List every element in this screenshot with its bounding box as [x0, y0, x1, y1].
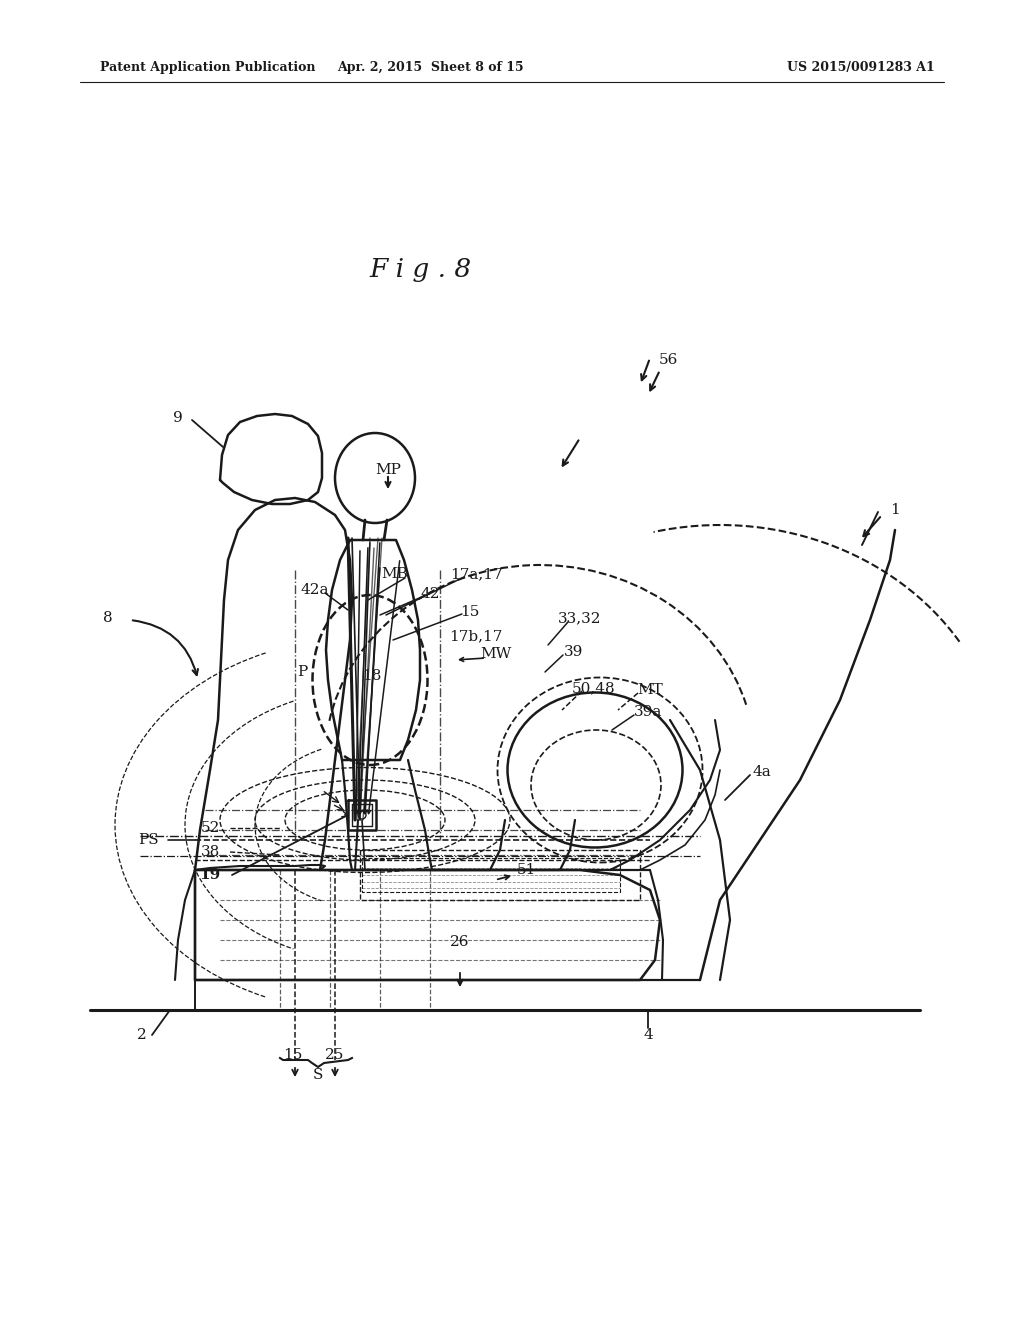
Text: S: S	[312, 1068, 324, 1082]
Text: 15: 15	[461, 605, 479, 619]
Text: 18: 18	[362, 669, 382, 682]
Text: MT: MT	[637, 682, 663, 697]
Text: 51: 51	[516, 863, 536, 876]
Text: US 2015/0091283 A1: US 2015/0091283 A1	[787, 62, 935, 74]
Text: 50,48: 50,48	[572, 681, 615, 696]
Text: 39a: 39a	[634, 705, 663, 719]
Text: 8: 8	[103, 611, 113, 624]
Text: 9: 9	[173, 411, 183, 425]
Text: 4a: 4a	[753, 766, 771, 779]
Text: 33,32: 33,32	[558, 611, 602, 624]
Text: MP: MP	[375, 463, 401, 477]
Text: 17a,17: 17a,17	[450, 568, 503, 581]
Text: 52: 52	[201, 821, 220, 836]
Text: 15: 15	[284, 1048, 303, 1063]
Text: 25: 25	[326, 1048, 345, 1063]
Text: 2: 2	[137, 1028, 146, 1041]
Text: 42a: 42a	[301, 583, 330, 597]
Text: F i g . 8: F i g . 8	[369, 257, 471, 282]
Text: MW: MW	[480, 647, 512, 661]
Text: P: P	[297, 665, 307, 678]
Text: 38: 38	[201, 845, 219, 859]
Text: 17b,17: 17b,17	[450, 630, 503, 643]
Text: 39: 39	[564, 645, 584, 659]
Text: 42: 42	[420, 587, 439, 601]
Text: Apr. 2, 2015  Sheet 8 of 15: Apr. 2, 2015 Sheet 8 of 15	[337, 62, 523, 74]
Text: 4: 4	[643, 1028, 653, 1041]
Text: 19: 19	[200, 869, 220, 882]
Text: 1: 1	[890, 503, 900, 517]
Text: PS: PS	[137, 833, 159, 847]
Text: 56: 56	[658, 352, 678, 367]
Text: 26: 26	[451, 935, 470, 949]
Text: Patent Application Publication: Patent Application Publication	[100, 62, 315, 74]
Text: MB: MB	[382, 568, 409, 581]
